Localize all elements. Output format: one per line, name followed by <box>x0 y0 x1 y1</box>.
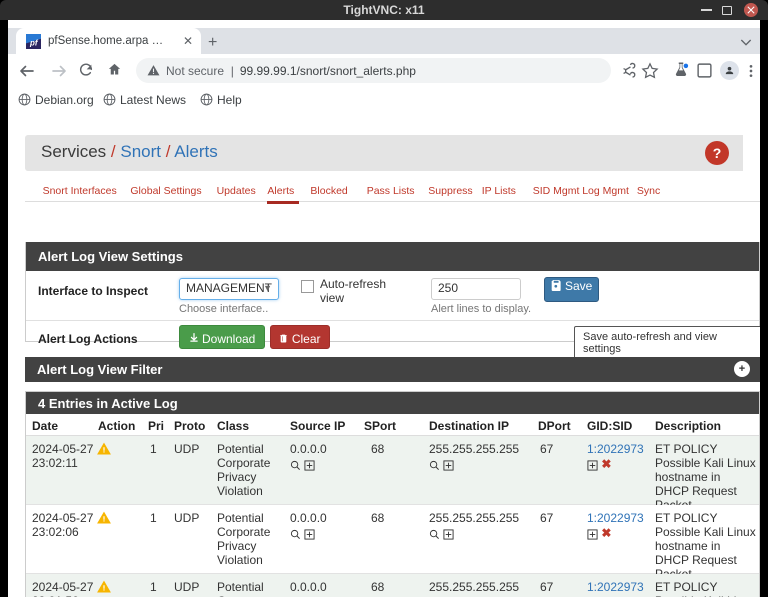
svg-text:pf: pf <box>29 38 39 47</box>
